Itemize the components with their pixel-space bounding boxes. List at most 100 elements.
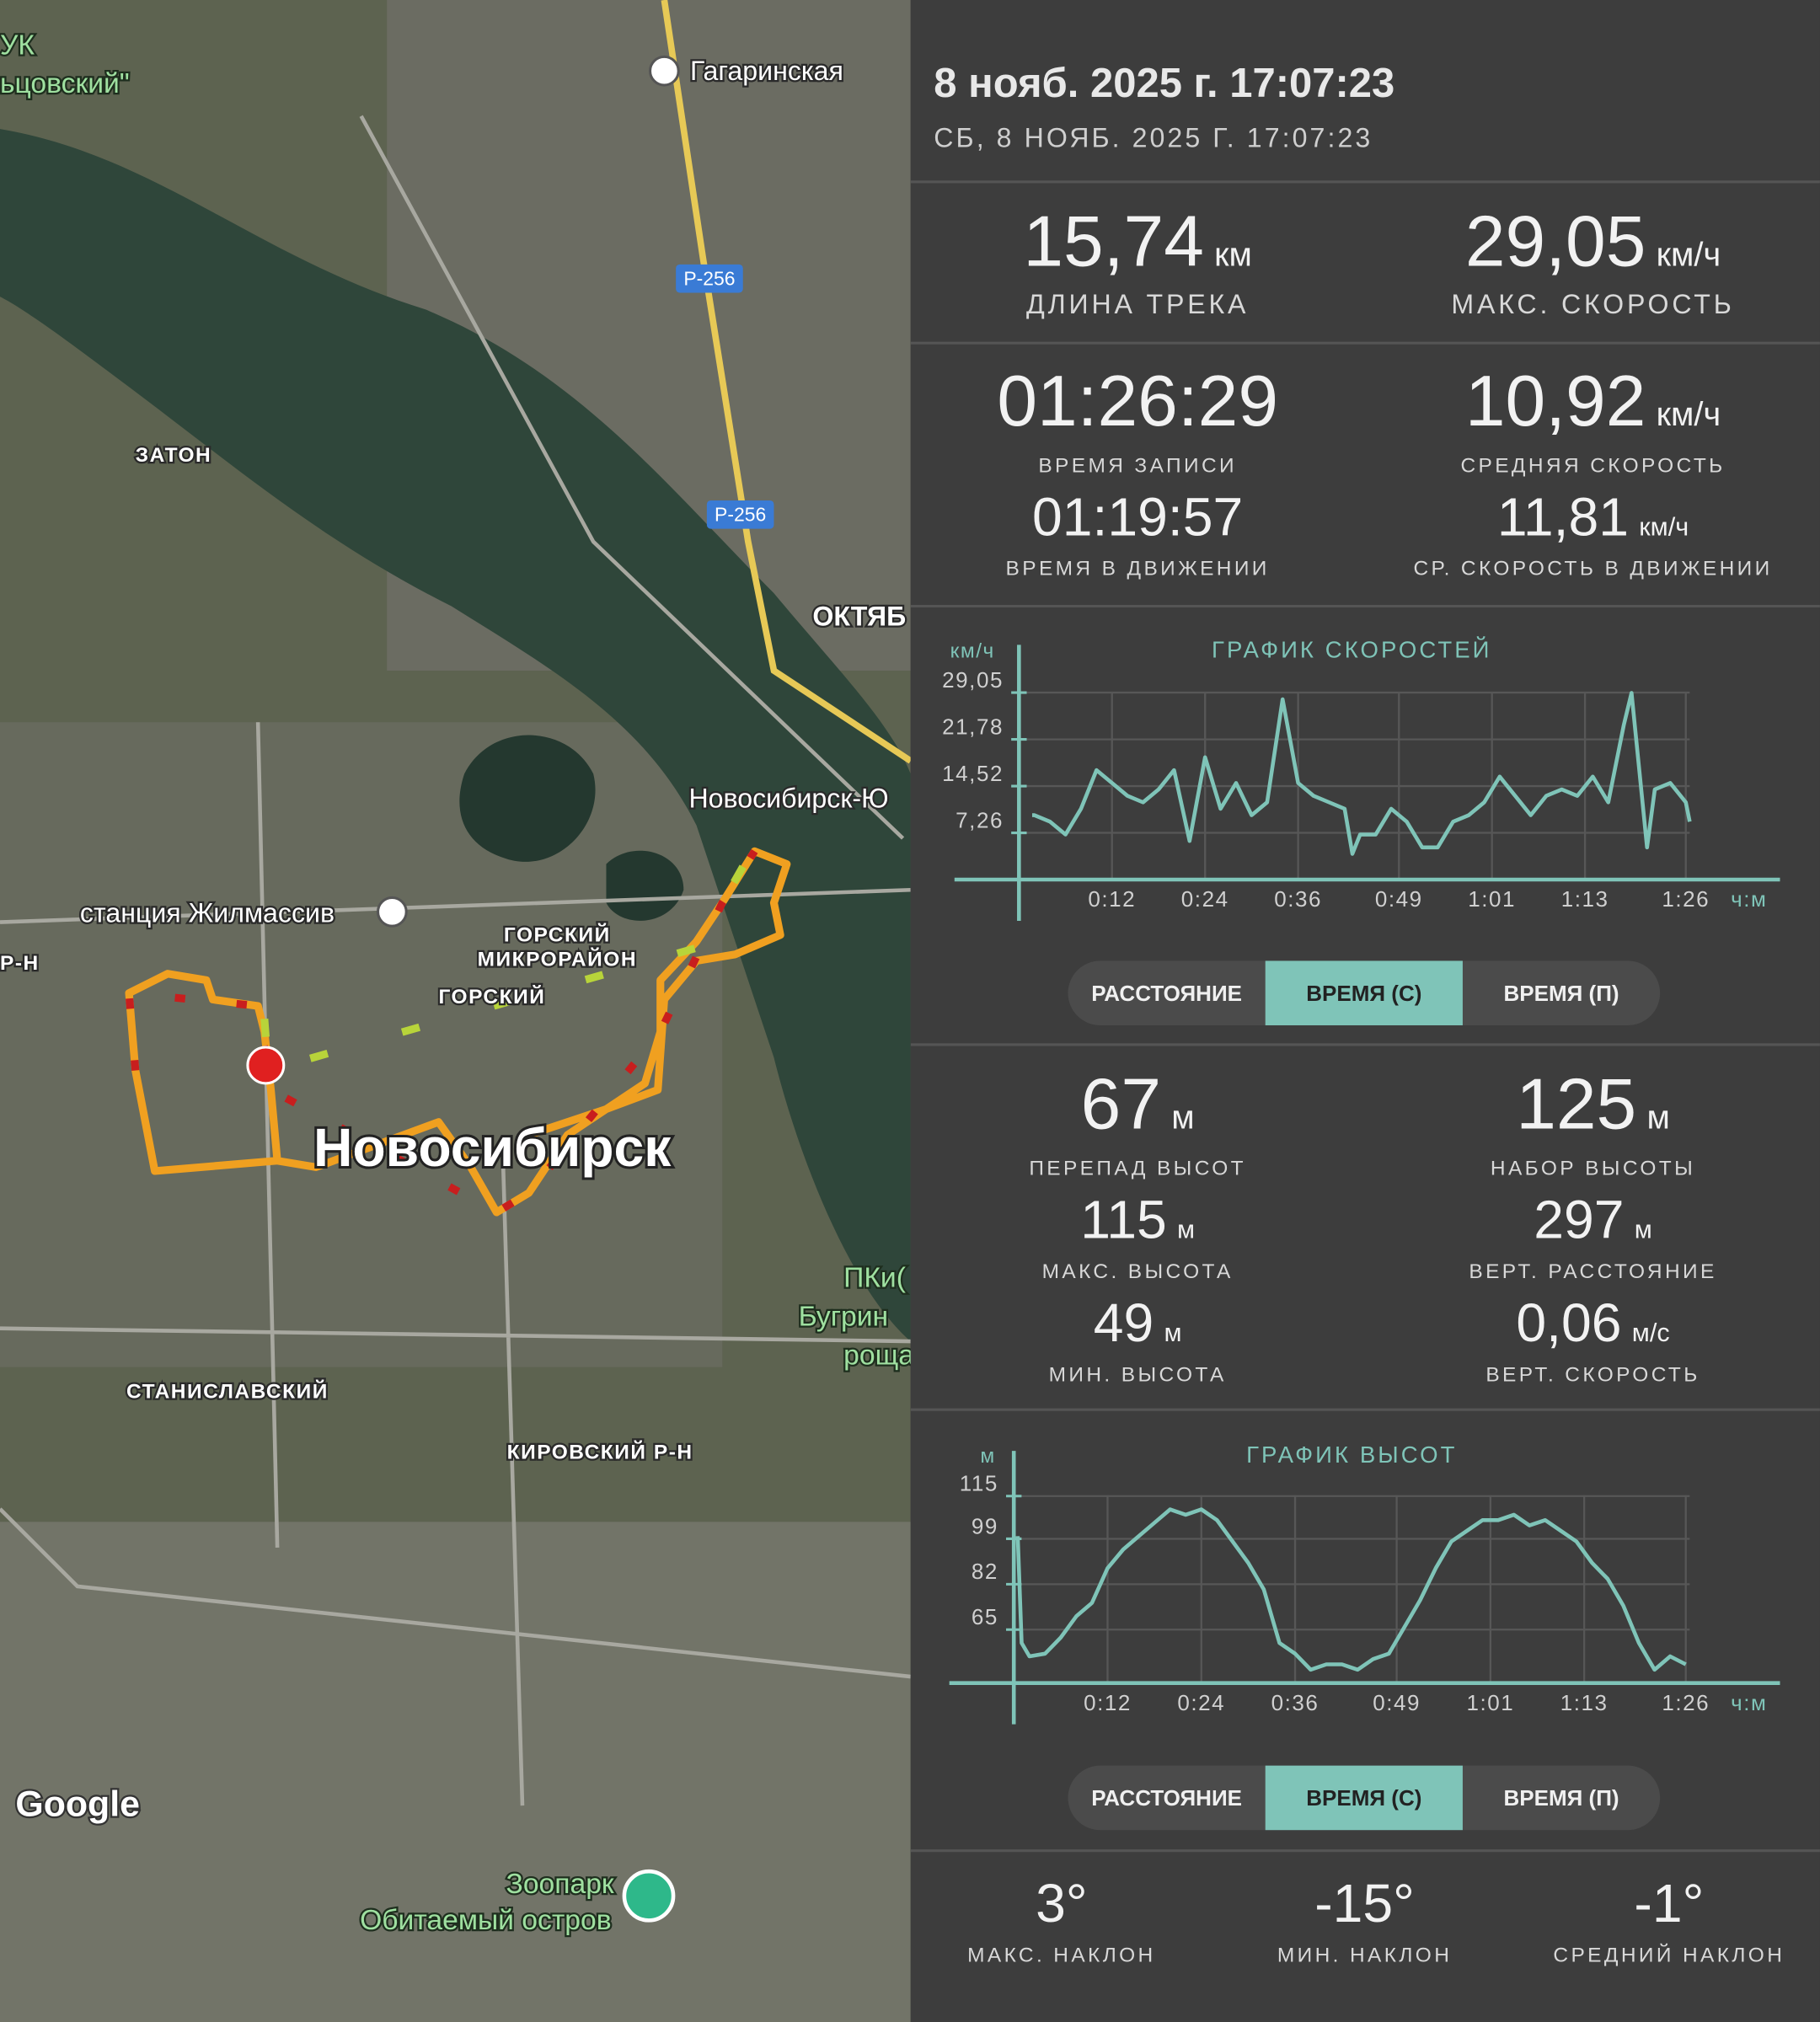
tab[interactable]: ВРЕМЯ (С): [1306, 981, 1421, 1006]
map-label: Новосибирск-Ю: [688, 783, 888, 813]
x-tick-label: 0:36: [1271, 1690, 1320, 1715]
start-marker[interactable]: [246, 1046, 286, 1085]
y-tick-label: 14,52: [942, 761, 1004, 786]
stat-label: СРЕДНИЙ НАКЛОН: [1553, 1943, 1785, 1966]
stat-label: ПЕРЕПАД ВЫСОТ: [1029, 1158, 1246, 1180]
value: -1°: [1634, 1873, 1704, 1934]
x-tick-label: 0:49: [1373, 1690, 1421, 1715]
y-tick-label: 7,26: [956, 807, 1004, 832]
map-label: Бугрин: [799, 1302, 889, 1333]
value: 11,81: [1497, 486, 1629, 547]
stat-label: МАКС. СКОРОСТЬ: [1451, 289, 1734, 319]
map-label: Зоопарк: [506, 1869, 614, 1900]
x-tick-label: 0:36: [1274, 886, 1322, 912]
unit: км/ч: [1657, 236, 1721, 273]
route-shield: [676, 264, 743, 293]
stat-value: 297 м: [1534, 1190, 1652, 1250]
map-label: КИРОВСКИЙ Р-Н: [507, 1440, 693, 1463]
tab[interactable]: ВРЕМЯ (С): [1306, 1785, 1421, 1811]
stat-value: 29,05 км/ч: [1465, 201, 1721, 281]
value: 10,92: [1465, 361, 1646, 441]
tab[interactable]: ВРЕМЯ (П): [1503, 1785, 1619, 1811]
value: 297: [1534, 1190, 1624, 1250]
stat-label: МИН. НАКЛОН: [1277, 1944, 1452, 1966]
stat-label: ВЕРТ. РАССТОЯНИЕ: [1469, 1260, 1716, 1283]
unit: м: [1635, 1216, 1652, 1244]
y-tick-label: 21,78: [942, 714, 1004, 739]
value: 01:19:57: [1032, 486, 1243, 547]
separators: [910, 180, 1820, 1853]
stat-value: 3°: [1036, 1873, 1087, 1934]
chart-title: ГРАФИК СКОРОСТЕЙ: [1212, 637, 1492, 663]
date-subtitle: СБ, 8 НОЯБ. 2025 Г. 17:07:23: [934, 123, 1373, 153]
value: -15°: [1314, 1873, 1415, 1934]
tab[interactable]: РАССТОЯНИЕ: [1091, 1785, 1242, 1811]
x-tick-label: 1:13: [1560, 1690, 1609, 1715]
map-label: Р-Н: [0, 952, 40, 975]
stat-value: 0,06 м/с: [1516, 1292, 1669, 1353]
stat-label: ВРЕМЯ ЗАПИСИ: [1038, 454, 1237, 477]
map-label: Гагаринская: [690, 56, 843, 86]
value: 49: [1094, 1292, 1154, 1353]
value: 15,74: [1023, 201, 1204, 281]
stat-value: 15,74 км: [1023, 201, 1252, 281]
value: 01:26:29: [997, 361, 1278, 441]
station-icon[interactable]: [376, 896, 408, 928]
x-tick-label: 0:12: [1084, 1690, 1132, 1715]
stat-label: СР. СКОРОСТЬ В ДВИЖЕНИИ: [1413, 558, 1772, 580]
tab-selected: [1265, 960, 1463, 1025]
tab[interactable]: РАССТОЯНИЕ: [1091, 981, 1242, 1006]
map[interactable]: УК ьцовский" Гагаринская Р-256 Р-256 ЗАТ…: [0, 0, 911, 2022]
unit: м/с: [1632, 1319, 1670, 1347]
unit: м: [1177, 1216, 1195, 1244]
map-label: Обитаемый остров: [360, 1905, 611, 1936]
stat-label: СРЕДНЯЯ СКОРОСТЬ: [1460, 454, 1725, 477]
city-label: Новосибирск: [313, 1117, 672, 1178]
data-line: [1015, 1507, 1687, 1672]
map-label: станция Жилмассив: [80, 898, 335, 928]
stat-label: МАКС. НАКЛОН: [967, 1944, 1155, 1966]
map-label: МИКРОРАЙОН: [478, 948, 637, 971]
value: 115: [1080, 1190, 1166, 1250]
stat-label: ВРЕМЯ В ДВИЖЕНИИ: [1006, 558, 1270, 580]
unit: м: [1646, 1099, 1669, 1136]
stats-panel: 8 нояб. 2025 г. 17:07:23 СБ, 8 НОЯБ. 202…: [910, 0, 1820, 2022]
stat-label: ДЛИНА ТРЕКА: [1026, 289, 1249, 319]
value: 0,06: [1516, 1292, 1621, 1353]
x-tick-label: 1:26: [1662, 1690, 1710, 1715]
value: 29,05: [1465, 201, 1646, 281]
unit: м: [1164, 1319, 1182, 1347]
x-axis-unit: ч:м: [1731, 1690, 1767, 1715]
y-tick-label: 65: [972, 1604, 998, 1629]
stat-label: НАБОР ВЫСОТЫ: [1491, 1158, 1695, 1180]
map-label: ГОРСКИЙ: [438, 985, 545, 1008]
road: [0, 887, 911, 924]
stat-value: 67 м: [1081, 1063, 1195, 1144]
stat-value: 11,81 км/ч: [1497, 486, 1689, 547]
date-title: 8 нояб. 2025 г. 17:07:23: [934, 61, 1394, 106]
stat-value: -15°: [1314, 1873, 1415, 1934]
value: 125: [1516, 1063, 1636, 1144]
stat-value: 01:26:29: [997, 361, 1278, 441]
y-tick-label: 29,05: [942, 667, 1004, 693]
zoo-icon[interactable]: [622, 1869, 676, 1923]
unit: км: [1214, 236, 1252, 273]
lake: [606, 850, 684, 921]
google-logo: Google: [15, 1784, 140, 1824]
stat-value: 10,92 км/ч: [1465, 361, 1721, 441]
metro-icon[interactable]: [648, 55, 680, 87]
unit: м: [1171, 1099, 1194, 1136]
x-tick-label: 1:26: [1662, 886, 1710, 912]
city-area: [0, 722, 723, 1367]
unit: км/ч: [1657, 396, 1721, 433]
map-label: СТАНИСЛАВСКИЙ: [126, 1379, 329, 1403]
y-tick-label: 82: [972, 1559, 998, 1584]
stat-value: -1°: [1634, 1873, 1704, 1934]
unit: км/ч: [1639, 512, 1689, 541]
chart-title: ГРАФИК ВЫСОТ: [1246, 1442, 1457, 1468]
city-area: [0, 1522, 911, 2022]
route-number: Р-256: [715, 503, 766, 525]
map-label: ПКи(: [843, 1263, 907, 1294]
tab[interactable]: ВРЕМЯ (П): [1503, 981, 1619, 1006]
